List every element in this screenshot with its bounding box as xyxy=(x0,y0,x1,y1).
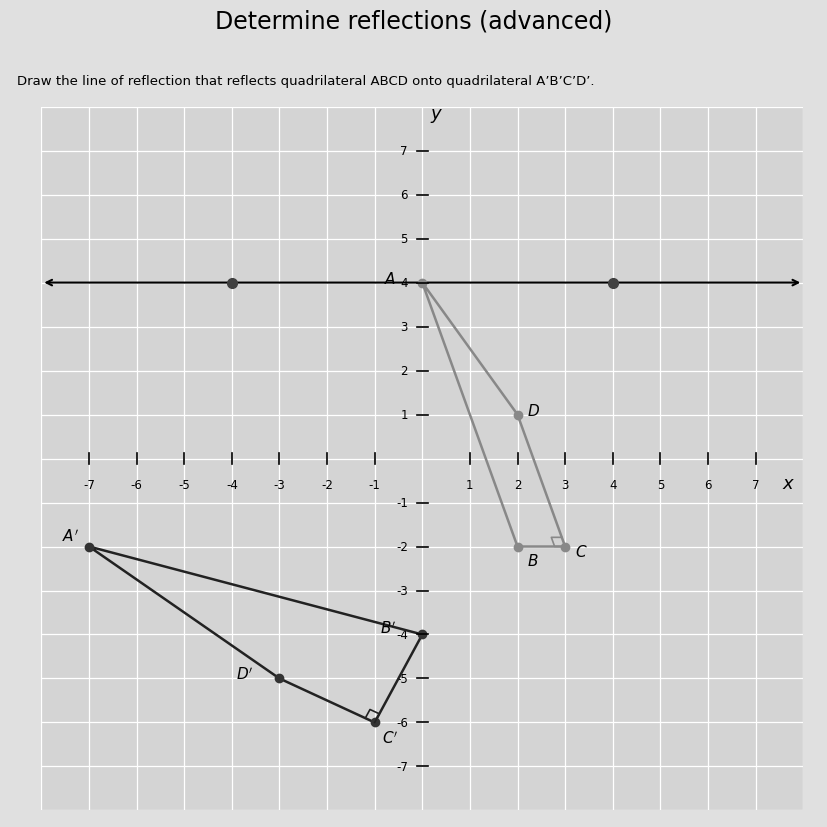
Text: Draw the line of reflection that reflects quadrilateral ABCD onto quadrilateral : Draw the line of reflection that reflect… xyxy=(17,75,593,88)
Text: $A$: $A$ xyxy=(384,271,395,287)
Text: 2: 2 xyxy=(400,365,408,378)
Text: -4: -4 xyxy=(226,479,237,492)
Text: 6: 6 xyxy=(400,189,408,202)
Text: -7: -7 xyxy=(83,479,95,492)
Text: 3: 3 xyxy=(400,321,408,333)
Text: $B$: $B$ xyxy=(526,552,538,568)
Text: -4: -4 xyxy=(395,629,408,641)
Text: $y$: $y$ xyxy=(429,108,442,125)
Text: $D$: $D$ xyxy=(526,403,539,418)
Text: 7: 7 xyxy=(751,479,758,492)
Text: 7: 7 xyxy=(400,145,408,158)
Text: -1: -1 xyxy=(395,496,408,509)
Text: Determine reflections (advanced): Determine reflections (advanced) xyxy=(215,10,612,34)
Text: 2: 2 xyxy=(513,479,521,492)
Text: $x$: $x$ xyxy=(782,474,795,492)
Text: -3: -3 xyxy=(273,479,285,492)
Text: -6: -6 xyxy=(131,479,142,492)
Text: -5: -5 xyxy=(396,672,408,685)
Text: 5: 5 xyxy=(400,233,408,246)
Text: 5: 5 xyxy=(656,479,663,492)
Text: $B'$: $B'$ xyxy=(380,620,395,637)
Text: 4: 4 xyxy=(400,277,408,289)
Text: -7: -7 xyxy=(395,760,408,773)
Text: 3: 3 xyxy=(561,479,568,492)
Text: -3: -3 xyxy=(396,585,408,597)
Text: 1: 1 xyxy=(400,409,408,422)
Text: -6: -6 xyxy=(395,716,408,729)
Text: $A'$: $A'$ xyxy=(62,528,79,544)
Text: $C$: $C$ xyxy=(574,543,586,559)
Text: $C'$: $C'$ xyxy=(381,729,398,746)
Text: 4: 4 xyxy=(608,479,616,492)
Text: 6: 6 xyxy=(703,479,711,492)
Text: -2: -2 xyxy=(321,479,332,492)
Text: $D'$: $D'$ xyxy=(236,666,253,682)
Text: -1: -1 xyxy=(368,479,380,492)
Text: -5: -5 xyxy=(178,479,190,492)
Text: 1: 1 xyxy=(466,479,473,492)
Text: -2: -2 xyxy=(395,540,408,553)
